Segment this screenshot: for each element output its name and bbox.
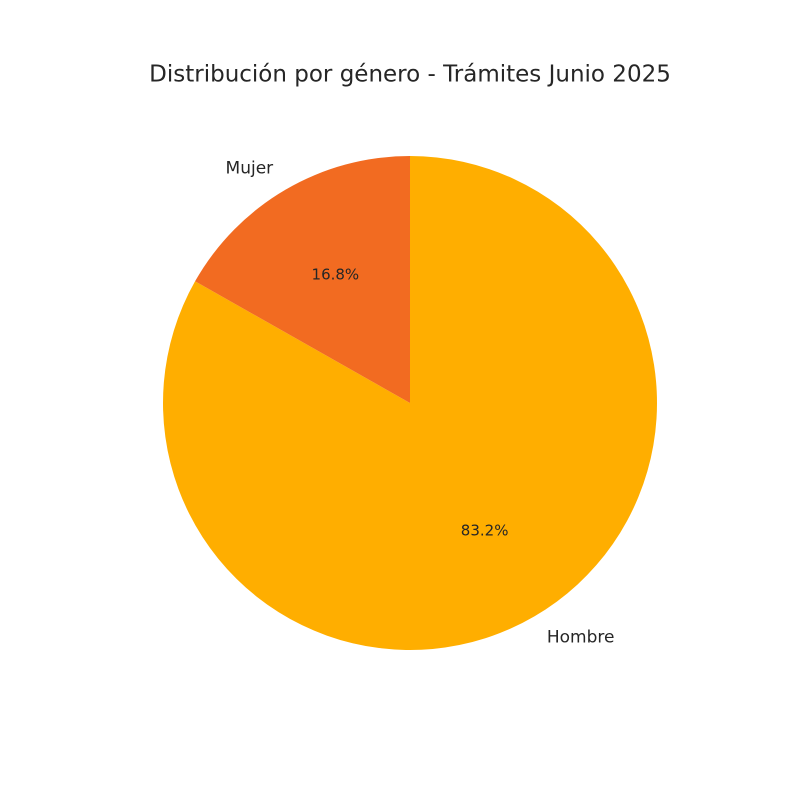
value-label: 16.8% xyxy=(312,265,360,283)
slice-label: Hombre xyxy=(547,628,615,648)
value-label: 83.2% xyxy=(461,522,509,540)
pie-slice xyxy=(195,156,410,403)
slice-label: Mujer xyxy=(226,158,274,178)
chart-title: Distribución por género - Trámites Junio… xyxy=(149,62,671,88)
